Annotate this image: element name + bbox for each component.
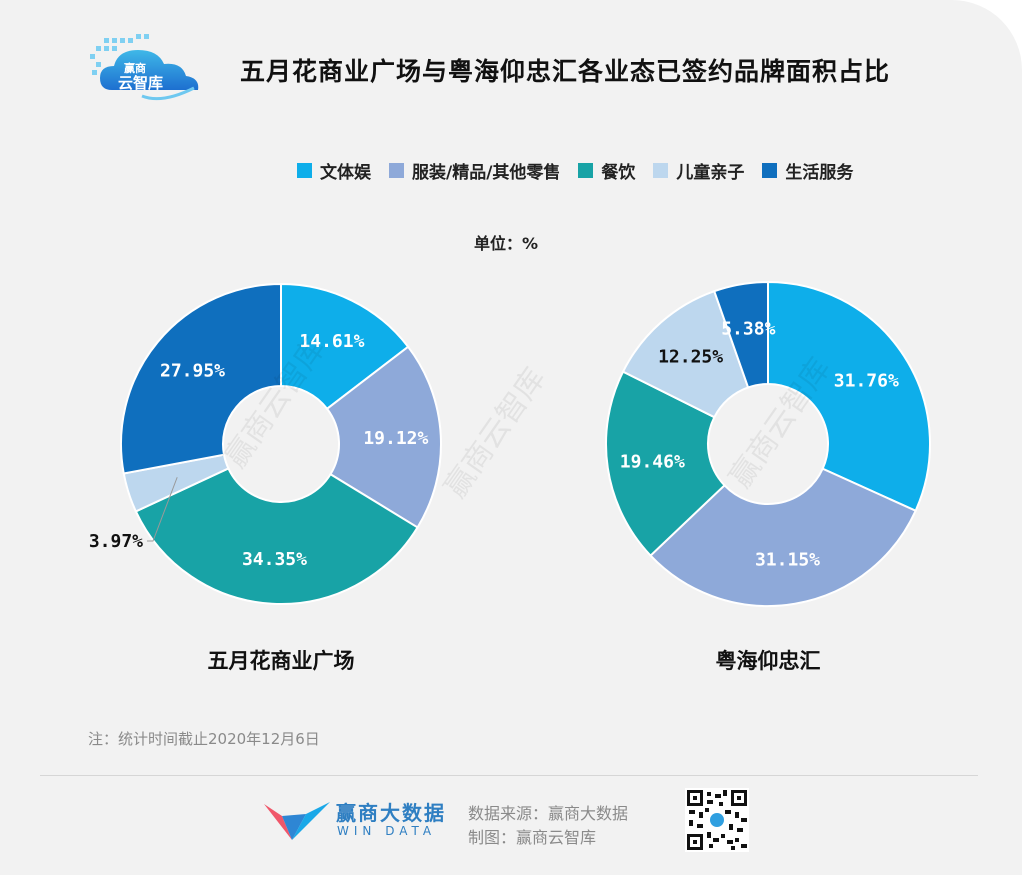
legend-item-canyin: 餐饮 [578, 158, 635, 183]
donut-slice-left-2 [134, 467, 419, 605]
donut-slice-right-2 [605, 370, 726, 557]
donut-slice-left-0 [280, 282, 410, 411]
legend-swatch [653, 163, 669, 178]
data-label-right-4: 5.38% [721, 319, 775, 340]
data-label-left-4: 27.95% [160, 361, 225, 382]
watermark: 赢商云智库 [438, 362, 553, 505]
data-label-right-3: 12.25% [658, 346, 723, 367]
data-label-left-1: 19.12% [363, 428, 428, 449]
data-label-left-3: 3.97% [89, 531, 143, 552]
made-by: 制图：赢商云智库 [468, 828, 597, 847]
legend-item-ertong: 儿童亲子 [653, 158, 744, 183]
data-source: 数据来源：赢商大数据 [468, 804, 629, 823]
legend: 文体娱 服装/精品/其他零售 餐饮 儿童亲子 生活服务 [297, 158, 853, 183]
brand-name-cn: 赢商大数据 [336, 801, 446, 825]
divider [40, 775, 978, 776]
data-label-right-2: 19.46% [620, 451, 685, 472]
legend-item-fuzhuang: 服装/精品/其他零售 [389, 158, 560, 183]
data-label-left-0: 14.61% [299, 331, 364, 352]
legend-label: 生活服务 [785, 163, 854, 183]
legend-label: 服装/精品/其他零售 [412, 163, 561, 183]
legend-item-shenghuo: 生活服务 [762, 158, 853, 183]
data-label-left-2: 34.35% [242, 549, 307, 570]
brand-name-en: WIN DATA [337, 824, 437, 838]
donut-slice-right-0 [767, 280, 931, 513]
donut-slice-right-1 [649, 467, 917, 607]
footnote: 注：统计时间截止2020年12月6日 [88, 730, 320, 748]
data-label-right-1: 31.15% [755, 549, 820, 570]
unit-label: 单位：% [474, 234, 539, 253]
legend-item-wenti: 文体娱 [297, 158, 371, 183]
page-title: 五月花商业广场与粤海仰忠汇各业态已签约品牌面积占比 [240, 57, 891, 86]
logo-text-top: 赢商 [124, 61, 146, 75]
legend-swatch [578, 163, 594, 178]
data-label-right-0: 31.76% [834, 371, 899, 392]
donut-charts: 14.61% 19.12% 34.35% 3.97% 27.95% 31.76% 31.15… [89, 280, 931, 607]
chart-title-right: 粤海仰忠汇 [715, 649, 821, 673]
donut-slice-left-4 [120, 282, 282, 475]
legend-swatch [297, 163, 312, 178]
donut-slice-right-4 [712, 280, 769, 389]
chart-title-left: 五月花商业广场 [207, 649, 355, 673]
legend-swatch [762, 163, 778, 178]
qr-code-icon [685, 788, 749, 852]
logo-text-bottom: 云智库 [118, 74, 163, 92]
leader-line [147, 477, 178, 542]
windata-logo-icon [264, 802, 330, 840]
cloud-logo-icon: 赢商 云智库 [90, 34, 199, 101]
legend-label: 餐饮 [601, 163, 636, 183]
legend-swatch [389, 163, 404, 178]
legend-label: 文体娱 [320, 163, 371, 183]
legend-label: 儿童亲子 [676, 163, 745, 183]
donut-slice-left-1 [325, 345, 442, 529]
